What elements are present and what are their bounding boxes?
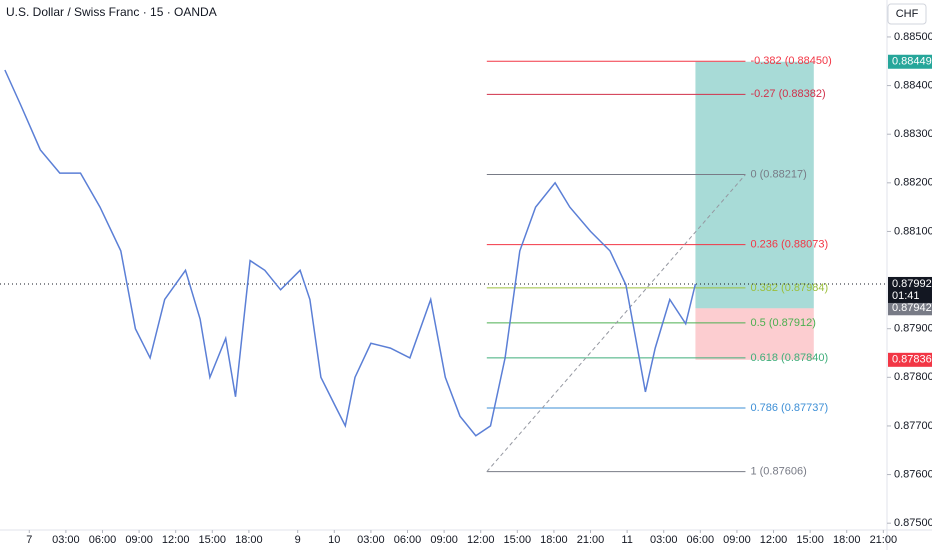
x-tick-label: 03:00	[357, 534, 385, 546]
fib-label: 1 (0.87606)	[750, 466, 806, 478]
y-tick-label: 0.88300	[894, 128, 932, 140]
price-tag-label: 0.87836	[892, 354, 932, 366]
x-tick-label: 18:00	[235, 534, 263, 546]
y-tick-label: 0.88200	[894, 177, 932, 189]
y-tick-label: 0.88500	[894, 31, 932, 43]
x-tick-label: 21:00	[870, 534, 898, 546]
fib-label: 0.382 (0.87984)	[750, 282, 828, 294]
x-tick-label: 15:00	[199, 534, 227, 546]
price-tag-label: 0.87992	[892, 278, 932, 290]
x-tick-label: 09:00	[430, 534, 458, 546]
x-tick-label: 06:00	[687, 534, 715, 546]
x-tick-label: 03:00	[52, 534, 80, 546]
price-tag	[888, 301, 932, 316]
x-tick-label: 09:00	[723, 534, 751, 546]
x-tick-label: 15:00	[796, 534, 824, 546]
x-tick-label: 18:00	[540, 534, 568, 546]
x-tick-label: 21:00	[577, 534, 605, 546]
x-tick-label: 11	[621, 534, 632, 546]
y-tick-label: 0.87500	[894, 517, 932, 529]
currency-button[interactable]	[887, 3, 927, 25]
price-tag	[888, 276, 932, 303]
price-tag	[888, 54, 932, 69]
x-tick-label: 9	[295, 534, 301, 546]
y-tick-label: 0.87600	[894, 468, 932, 480]
price-tag-label: 0.87942	[892, 302, 932, 314]
currency[interactable]: CHF	[896, 8, 919, 20]
y-tick-label: 0.88400	[894, 79, 932, 91]
y-tick-label: 0.87800	[894, 371, 932, 383]
target-zone	[695, 61, 814, 309]
stop-zone	[695, 308, 814, 360]
fib-label: -0.382 (0.88450)	[750, 55, 831, 67]
countdown: 01:41	[892, 290, 920, 302]
x-tick-label: 7	[26, 534, 32, 546]
x-tick-label: 03:00	[650, 534, 678, 546]
x-tick-label: 09:00	[125, 534, 153, 546]
price-tag	[888, 352, 932, 367]
fib-label: 0 (0.88217)	[750, 168, 806, 180]
y-tick-label: 0.87700	[894, 420, 932, 432]
fib-label: -0.27 (0.88382)	[750, 88, 825, 100]
x-tick-label: 12:00	[162, 534, 190, 546]
fib-label: 0.618 (0.87840)	[750, 352, 828, 364]
x-tick-label: 06:00	[394, 534, 422, 546]
fib-label: 0.786 (0.87737)	[750, 402, 828, 414]
chart-title: U.S. Dollar / Swiss Franc · 15 · OANDA	[6, 5, 217, 19]
fib-label: 0.5 (0.87912)	[750, 317, 815, 329]
x-tick-label: 18:00	[833, 534, 861, 546]
x-tick-label: 06:00	[89, 534, 117, 546]
x-tick-label: 12:00	[760, 534, 788, 546]
fib-label: 0.236 (0.88073)	[750, 238, 828, 250]
x-tick-label: 15:00	[504, 534, 532, 546]
fib-trend	[486, 174, 746, 472]
x-tick-label: 10	[328, 534, 340, 546]
y-tick-label: 0.88100	[894, 225, 932, 237]
y-tick-label: 0.87900	[894, 323, 932, 335]
price-tag-label: 0.88449	[892, 56, 932, 68]
price-line	[4, 69, 697, 437]
x-tick-label: 12:00	[467, 534, 495, 546]
